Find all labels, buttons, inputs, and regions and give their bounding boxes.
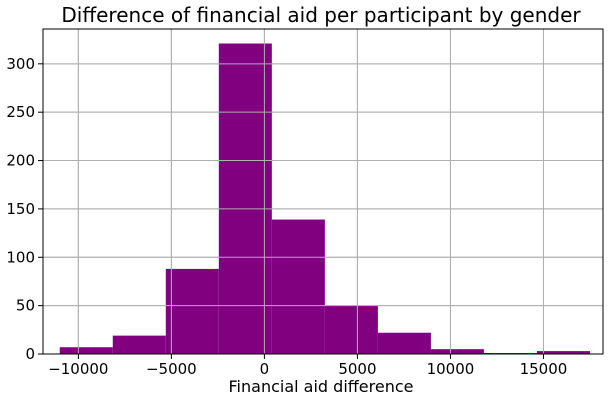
y-tick-label-5: 250 [6, 103, 35, 121]
y-tick-label-2: 100 [6, 248, 35, 266]
y-tick-label-0: 0 [25, 345, 35, 363]
histogram-bar-6 [377, 332, 431, 354]
histogram-bar-0 [59, 347, 113, 354]
x-tick-label-4: 10000 [427, 360, 475, 378]
chart-title: Difference of financial aid per particip… [61, 3, 581, 27]
bars-layer [43, 29, 603, 355]
x-tick-label-2: 0 [260, 360, 270, 378]
x-tick-label-0: −10000 [48, 360, 108, 378]
ticks-layer: −10000 −5000 0 5000 10000 15000 0 50 100 150 200 25… [6, 55, 567, 378]
histogram-bar-2 [165, 268, 219, 354]
x-axis-label: Financial aid difference [229, 377, 414, 396]
histogram-bar-4 [271, 219, 325, 354]
histogram-bar-3 [218, 43, 272, 354]
histogram-bar-9 [536, 351, 590, 354]
plot-frame [42, 28, 604, 355]
x-tick-label-1: −5000 [146, 360, 197, 378]
y-tick-label-1: 50 [16, 297, 35, 315]
histogram-bar-7 [430, 349, 484, 354]
y-tick-label-3: 150 [6, 200, 35, 218]
histogram-bar-5 [324, 305, 378, 354]
x-tick-label-5: 15000 [520, 360, 568, 378]
y-tick-label-6: 300 [6, 55, 35, 73]
x-tick-label-3: 5000 [338, 360, 376, 378]
y-tick-label-4: 200 [6, 152, 35, 170]
axes-layer [42, 28, 604, 355]
histogram-bar-1 [112, 335, 166, 354]
